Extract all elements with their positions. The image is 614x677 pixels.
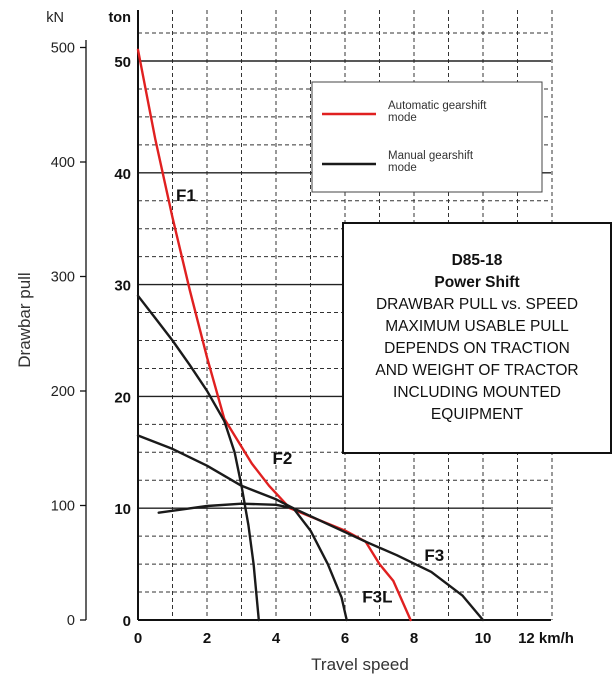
x-tick-label: 0	[134, 630, 142, 647]
chart-info-box: D85-18 Power Shift DRAWBAR PULL vs. SPEE…	[342, 222, 612, 454]
x-tick-label: 2	[203, 630, 211, 647]
kn-tick-label: 200	[51, 384, 75, 400]
series-line-f1	[136, 294, 260, 622]
kn-tick-label: 300	[51, 270, 75, 286]
legend-label: Manual gearshift mode	[388, 150, 474, 174]
series-line-f3	[157, 502, 485, 622]
kn-tick-label: 400	[51, 155, 75, 171]
info-line-5: DEPENDS ON TRACTION	[384, 340, 570, 357]
series-line-f1	[136, 48, 412, 622]
gear-label: F1	[176, 186, 196, 205]
legend-label: Automatic gearshift mode	[388, 100, 487, 124]
info-line-3: DRAWBAR PULL vs. SPEED	[375, 296, 579, 313]
info-line-7: INCLUDING MOUNTED	[393, 384, 561, 401]
kn-tick-label: 500	[51, 41, 75, 57]
ton-tick-label: 0	[123, 613, 131, 630]
legend-box	[311, 81, 543, 193]
series-line-f2	[136, 434, 348, 622]
info-line-8: EQUIPMENT	[430, 406, 524, 423]
info-model: D85-18	[451, 252, 503, 269]
x-axis-title: Travel speed	[311, 655, 409, 674]
info-line-4: MAXIMUM USABLE PULL	[385, 318, 569, 335]
y-axis-title: Drawbar pull	[15, 272, 34, 367]
gear-label: F3L	[362, 588, 392, 607]
kn-tick-label: 100	[51, 499, 75, 515]
info-transmission: Power Shift	[434, 274, 520, 291]
info-line-6: AND WEIGHT OF TRACTOR	[375, 362, 579, 379]
ton-tick-label: 40	[114, 166, 131, 183]
ton-tick-label: 30	[114, 278, 131, 295]
ton-tick-label: 20	[114, 389, 131, 406]
x-tick-label: 12 km/h	[518, 630, 574, 647]
ton-tick-label: 50	[114, 54, 131, 71]
x-tick-label: 8	[410, 630, 418, 647]
ton-tick-label: 10	[114, 501, 131, 518]
kn-tick-label: 0	[67, 613, 75, 629]
x-tick-label: 6	[341, 630, 349, 647]
x-tick-label: 10	[475, 630, 492, 647]
kn-unit-label: kN	[46, 10, 64, 26]
gear-label: F2	[273, 449, 293, 468]
gear-label: F3	[424, 546, 444, 565]
x-tick-label: 4	[272, 630, 281, 647]
ton-unit-label: ton	[108, 10, 131, 26]
